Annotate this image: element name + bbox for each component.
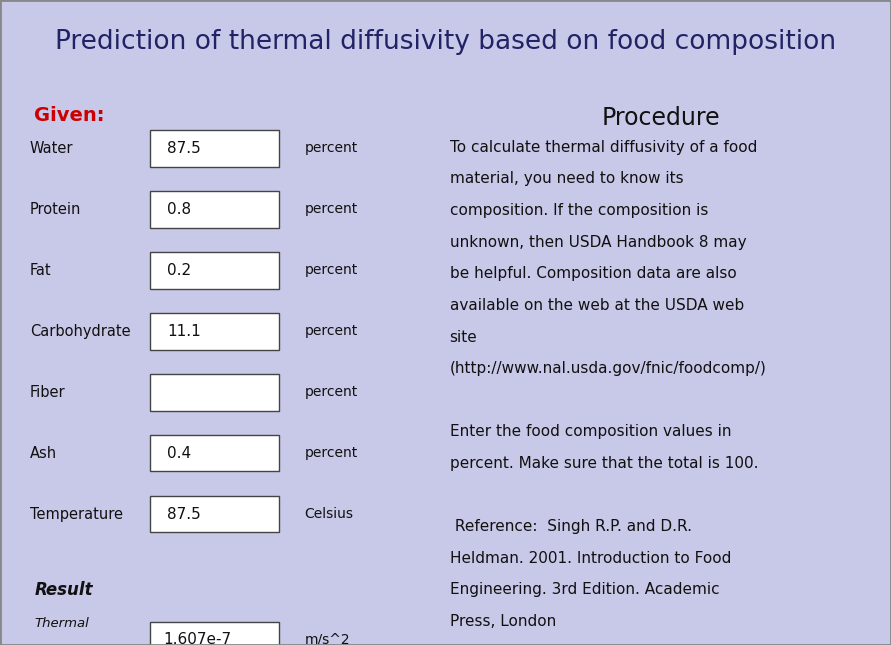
Text: (http://www.nal.usda.gov/fnic/foodcomp/): (http://www.nal.usda.gov/fnic/foodcomp/) xyxy=(450,361,766,376)
FancyBboxPatch shape xyxy=(150,252,279,288)
Text: Reference:  Singh R.P. and D.R.: Reference: Singh R.P. and D.R. xyxy=(450,519,691,534)
Text: Result: Result xyxy=(34,580,93,599)
Text: 1.607e-7: 1.607e-7 xyxy=(163,632,231,645)
Text: percent: percent xyxy=(305,203,357,216)
Text: percent: percent xyxy=(305,446,357,460)
Text: Enter the food composition values in: Enter the food composition values in xyxy=(450,424,732,439)
Text: Protein: Protein xyxy=(30,202,81,217)
FancyBboxPatch shape xyxy=(150,313,279,350)
Text: Carbohydrate: Carbohydrate xyxy=(30,324,131,339)
Text: percent: percent xyxy=(305,141,357,155)
FancyBboxPatch shape xyxy=(150,130,279,166)
Text: 11.1: 11.1 xyxy=(168,324,200,339)
Text: percent. Make sure that the total is 100.: percent. Make sure that the total is 100… xyxy=(450,456,758,471)
Text: To calculate thermal diffusivity of a food: To calculate thermal diffusivity of a fo… xyxy=(450,140,757,155)
Text: Given:: Given: xyxy=(34,106,105,125)
Text: Press, London: Press, London xyxy=(450,614,556,629)
Text: Fiber: Fiber xyxy=(30,384,66,400)
FancyBboxPatch shape xyxy=(150,191,279,228)
Text: Procedure: Procedure xyxy=(601,106,721,130)
FancyBboxPatch shape xyxy=(150,622,279,645)
Text: Engineering. 3rd Edition. Academic: Engineering. 3rd Edition. Academic xyxy=(450,582,719,597)
FancyBboxPatch shape xyxy=(150,374,279,410)
Text: percent: percent xyxy=(305,263,357,277)
Text: material, you need to know its: material, you need to know its xyxy=(450,172,683,186)
Text: 0.2: 0.2 xyxy=(168,263,192,278)
Text: 0.4: 0.4 xyxy=(168,446,192,461)
Text: unknown, then USDA Handbook 8 may: unknown, then USDA Handbook 8 may xyxy=(450,235,747,250)
Text: Prediction of thermal diffusivity based on food composition: Prediction of thermal diffusivity based … xyxy=(55,29,836,55)
Text: 87.5: 87.5 xyxy=(168,141,200,156)
Text: site: site xyxy=(450,330,478,344)
Text: Heldman. 2001. Introduction to Food: Heldman. 2001. Introduction to Food xyxy=(450,551,731,566)
Text: be helpful. Composition data are also: be helpful. Composition data are also xyxy=(450,266,736,281)
Text: Temperature: Temperature xyxy=(30,506,123,522)
Text: Thermal: Thermal xyxy=(34,617,89,630)
Text: 87.5: 87.5 xyxy=(168,506,200,522)
FancyBboxPatch shape xyxy=(150,496,279,532)
Text: percent: percent xyxy=(305,324,357,338)
Text: m/s^2: m/s^2 xyxy=(305,633,350,645)
Text: 0.8: 0.8 xyxy=(168,202,192,217)
Text: Ash: Ash xyxy=(30,446,57,461)
Text: composition. If the composition is: composition. If the composition is xyxy=(450,203,708,218)
Text: Water: Water xyxy=(30,141,73,156)
FancyBboxPatch shape xyxy=(150,435,279,471)
Text: Fat: Fat xyxy=(30,263,52,278)
Text: available on the web at the USDA web: available on the web at the USDA web xyxy=(450,298,744,313)
Text: Celsius: Celsius xyxy=(305,507,354,521)
Text: percent: percent xyxy=(305,385,357,399)
